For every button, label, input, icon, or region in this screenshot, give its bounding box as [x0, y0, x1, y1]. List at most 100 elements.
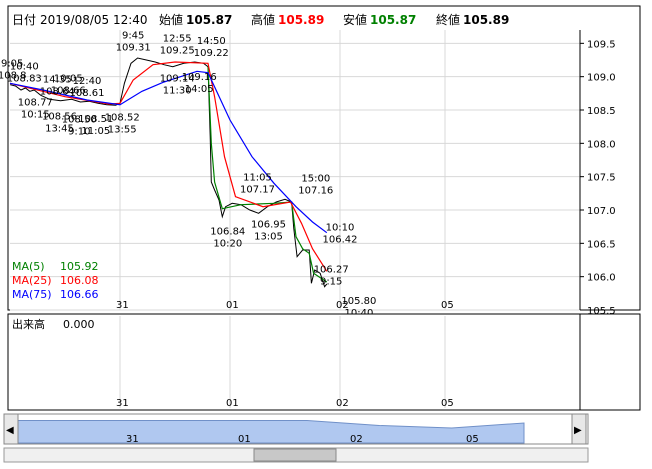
x-tick-label: 05 — [441, 300, 454, 311]
volume-x-tick-label: 05 — [441, 398, 454, 409]
low-value: 105.87 — [370, 13, 416, 27]
open-value: 105.87 — [186, 13, 232, 27]
x-tick-label: 31 — [116, 300, 129, 311]
volume-grid — [119, 316, 446, 408]
annotation-value: 105.80 — [341, 296, 376, 307]
volume-x-tick-labels: 31 01 02 05 — [116, 398, 454, 409]
navigator-fill — [17, 420, 525, 444]
annotation-time: 10:40 — [10, 61, 39, 72]
navigator-left-button[interactable]: ◀ — [3, 413, 19, 445]
navigator-tick-label: 02 — [350, 434, 363, 445]
annotation-value: 109.16 — [182, 72, 217, 83]
y-tick-label: 107.0 — [587, 206, 616, 217]
annotation-value: 109.25 — [160, 45, 195, 56]
low-label: 安値 — [343, 12, 367, 27]
annotation-time: 11:05 — [243, 173, 272, 184]
y-tick-label: 108.0 — [587, 139, 616, 150]
annotation-time: 15:00 — [301, 173, 330, 184]
close-value: 105.89 — [463, 13, 509, 27]
date-value: 2019/08/05 12:40 — [40, 13, 148, 27]
annotation-value: 108.51 — [78, 114, 113, 125]
annotation-time: 10:20 — [213, 239, 242, 250]
volume-x-tick-label: 31 — [116, 398, 129, 409]
annotation-time: 10:15 — [21, 109, 50, 120]
series-line-ma5 — [207, 66, 328, 283]
y-tick-label: 106.5 — [587, 239, 616, 250]
navigator-tick-label: 01 — [238, 434, 251, 445]
annotation-time: 13:45 — [45, 123, 74, 134]
annotation-value: 108.8 — [0, 71, 27, 82]
annotation-time: 13:55 — [108, 125, 137, 136]
annotation-value: 109.14 — [160, 73, 195, 84]
series-layer — [9, 57, 328, 288]
ma-legend: MA(5) 105.92 MA(25) 106.08 MA(75) 106.66 — [12, 260, 99, 301]
annotation-time: 10:05 — [54, 73, 83, 84]
annotation-value: 108.56 — [42, 111, 77, 122]
main-frame — [7, 5, 641, 311]
annotation-time: 13:05 — [254, 231, 283, 242]
horizontal-scrollbar[interactable] — [3, 447, 589, 463]
navigator-area — [17, 420, 525, 444]
x-tick-label: 02 — [336, 300, 349, 311]
annotation-time: 11:30 — [163, 85, 192, 96]
y-tick-label: 109.0 — [587, 73, 616, 84]
annotation-time: 11:05 — [81, 126, 110, 137]
high-label: 高値 — [251, 12, 275, 27]
legend-ma5-value: 105.92 — [60, 260, 99, 273]
annotation-time: 9:15 — [320, 277, 342, 288]
annotation-value: 107.17 — [240, 185, 275, 196]
navigator-tick-label: 05 — [466, 434, 479, 445]
annotation-time: 14:35 — [43, 75, 72, 86]
annotation-value: 106.84 — [210, 227, 245, 238]
annotation-value: 109.31 — [116, 43, 151, 54]
volume-x-tick-label: 01 — [226, 398, 239, 409]
legend-ma5-label: MA(5) — [12, 260, 45, 273]
volume-x-tick-label: 02 — [336, 398, 349, 409]
series-line-ma75 — [9, 70, 328, 234]
y-tick-label: 105.5 — [587, 306, 616, 317]
y-tick-label: 108.5 — [587, 106, 616, 117]
annotation-value: 109.22 — [194, 48, 229, 59]
scroll-left-icon: ◀ — [6, 425, 14, 436]
annotation-time: 14:50 — [197, 36, 226, 47]
volume-panel — [7, 313, 641, 411]
header-bar: 日付 2019/08/05 12:40 始値 105.87 高値 105.89 … — [12, 12, 509, 27]
annotation-time: 9:10 — [68, 127, 90, 138]
scrollbar-thumb[interactable] — [253, 448, 337, 462]
navigator-right-button[interactable]: ▶ — [571, 413, 587, 445]
navigator-tick-labels: 31 01 02 05 — [126, 434, 479, 445]
navigator-tick-label: 31 — [126, 434, 139, 445]
y-tick-label: 106.0 — [587, 273, 616, 284]
legend-ma25-value: 106.08 — [60, 274, 99, 287]
annotation-value: 106.95 — [251, 219, 286, 230]
x-tick-labels: 31 01 02 05 — [116, 300, 454, 311]
open-label: 始値 — [159, 12, 183, 27]
annotation-value: 106.27 — [314, 265, 349, 276]
annotation-time: 10:10 — [326, 223, 355, 234]
volume-label: 出来高 — [12, 317, 45, 331]
annotation-value: 106.42 — [323, 235, 358, 246]
annotation-time: 14:05 — [185, 84, 214, 95]
annotation-value: 107.16 — [298, 185, 333, 196]
scroll-right-icon: ▶ — [574, 425, 582, 436]
annotation-value: 108.77 — [18, 97, 53, 108]
annotation-value: 108.50 — [62, 115, 97, 126]
y-tick-label: 107.5 — [587, 173, 616, 184]
y-tick-labels: 109.5 109.0 108.5 108.0 107.5 107.0 106.5 106.0… — [580, 39, 616, 317]
annotations-layer: 9:05108.810:40108.83108.7710:1514:35108.… — [0, 31, 376, 319]
annotation-value: 108.66 — [51, 85, 86, 96]
annotation-value: 108.83 — [7, 73, 42, 84]
annotation-time: 12:40 — [73, 76, 102, 87]
annotation-value: 108.52 — [105, 113, 140, 124]
annotation-time: 9:45 — [122, 31, 144, 42]
annotation-value: 108.61 — [70, 88, 105, 99]
annotation-value: 108.64 — [40, 87, 75, 98]
legend-ma25-label: MA(25) — [12, 274, 52, 287]
x-tick-label: 01 — [226, 300, 239, 311]
close-label: 終値 — [436, 12, 460, 27]
annotation-time: 9:05 — [1, 59, 23, 70]
legend-ma75-label: MA(75) — [12, 288, 52, 301]
volume-value: 0.000 — [63, 318, 95, 331]
price-grid — [10, 30, 580, 311]
